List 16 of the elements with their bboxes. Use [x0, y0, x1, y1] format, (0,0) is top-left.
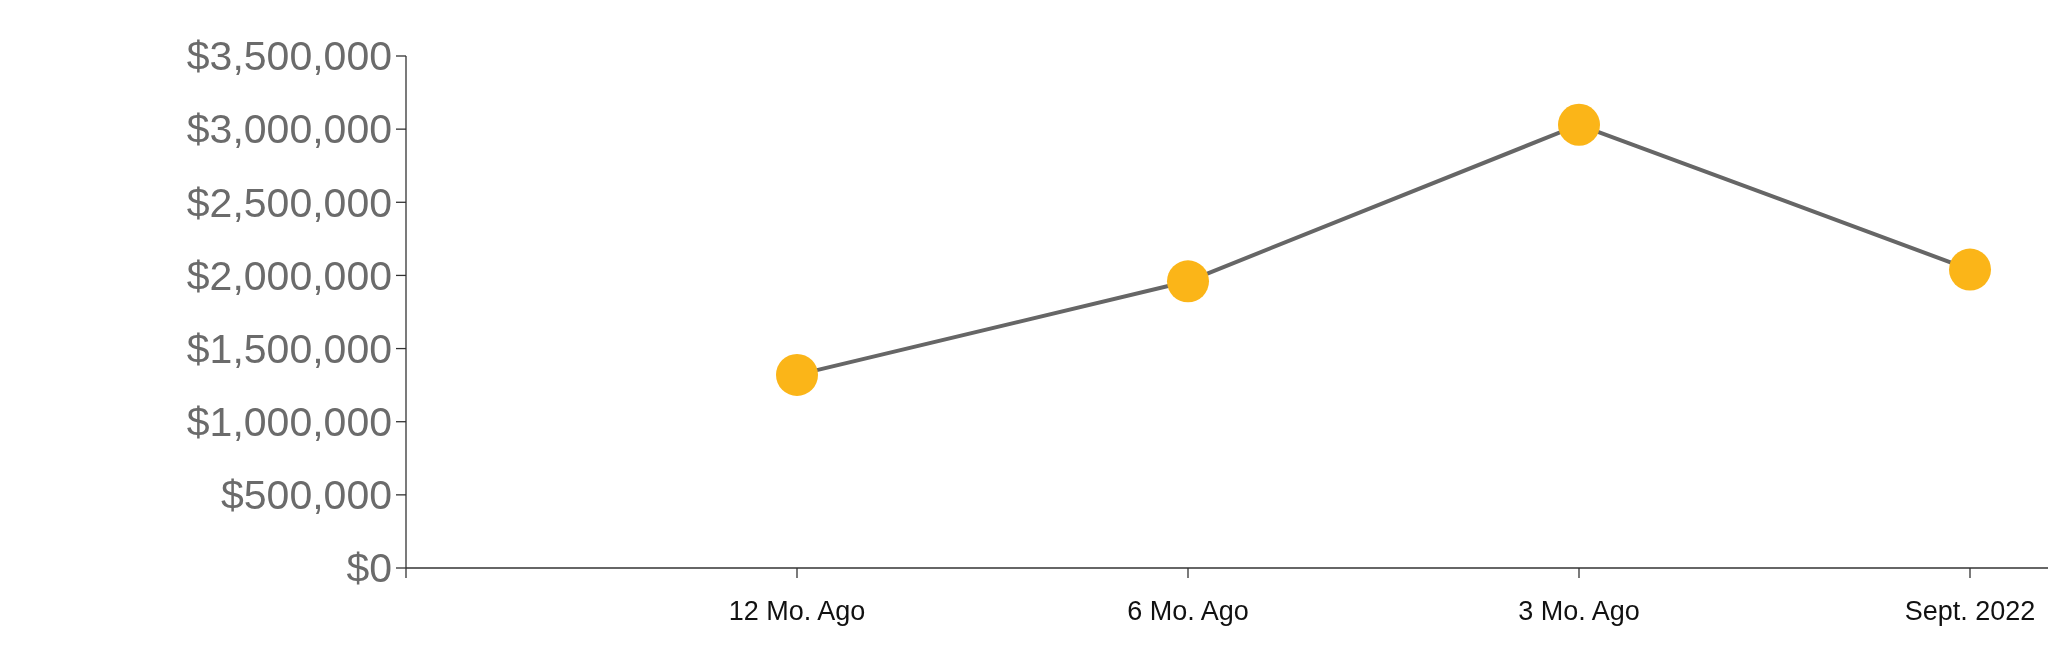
point [1167, 260, 1209, 303]
point [1949, 248, 1991, 291]
y-tick-label: $2,000,000 [186, 252, 392, 299]
y-tick-label: $2,500,000 [186, 179, 392, 226]
x-tick-label: Sept. 2022 [1904, 596, 2036, 626]
point [1558, 103, 1600, 146]
x-tick-label: 6 Mo. Ago [1127, 596, 1249, 626]
y-tick-label: $3,000,000 [186, 106, 392, 153]
point [776, 353, 818, 396]
y-tick-label: $1,000,000 [186, 399, 392, 446]
x-tick-label: 3 Mo. Ago [1518, 596, 1640, 626]
y-tick-label: $0 [346, 545, 392, 592]
y-tick-label: $500,000 [220, 472, 392, 519]
y-tick-label: $1,500,000 [186, 325, 392, 372]
y-tick-label: $3,500,000 [186, 33, 392, 80]
x-tick-label: 12 Mo. Ago [728, 596, 866, 626]
